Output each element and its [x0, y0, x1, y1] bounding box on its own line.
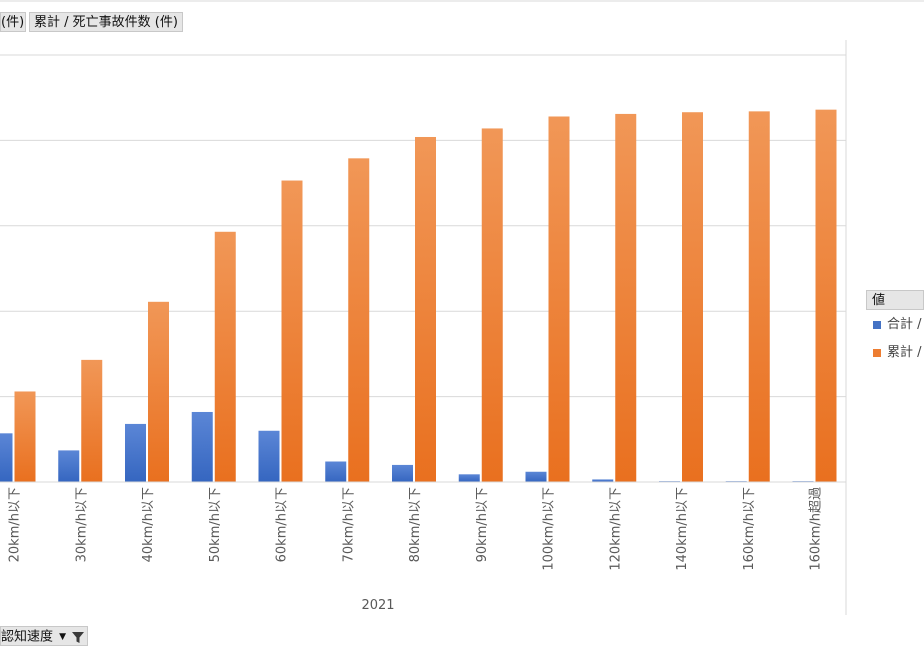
- legend-label-cumulative: 累計 /: [887, 345, 922, 360]
- x-tick-label: 100km/h以下: [542, 487, 557, 571]
- bar-sum-4[interactable]: [258, 430, 280, 482]
- bar-sum-5[interactable]: [325, 461, 347, 482]
- x-tick-label: 160km/h超過: [809, 487, 824, 571]
- chart-legend: 値 合計 / 累計 /: [866, 290, 924, 370]
- group-label: 2021: [361, 598, 394, 613]
- legend-swatch-sum: [873, 320, 881, 329]
- bar-cumulative-4[interactable]: [281, 180, 303, 482]
- bar-sum-1[interactable]: [58, 450, 80, 482]
- x-tick-label: 120km/h以下: [608, 487, 623, 571]
- bar-cumulative-7[interactable]: [481, 128, 503, 482]
- bar-sum-8[interactable]: [525, 471, 547, 482]
- x-tick-label: 70km/h以下: [341, 487, 356, 562]
- x-tick-label: 20km/h以下: [8, 487, 23, 562]
- axis-field-label: 認知速度: [1, 629, 54, 645]
- dropdown-arrow-icon: ▼: [59, 632, 67, 642]
- legend-item-cumulative: 累計 /: [866, 340, 924, 366]
- x-tick-label: 50km/h以下: [208, 487, 223, 562]
- x-tick-label: 80km/h以下: [408, 487, 423, 562]
- bar-cumulative-3[interactable]: [214, 231, 236, 482]
- bar-cumulative-9[interactable]: [615, 113, 637, 483]
- bars: [0, 109, 837, 483]
- legend-item-sum: 合計 /: [866, 312, 924, 338]
- bar-cumulative-10[interactable]: [682, 112, 703, 482]
- bar-sum-6[interactable]: [392, 464, 413, 482]
- x-tick-label: 60km/h以下: [275, 487, 290, 562]
- x-tick-label: 30km/h以下: [74, 487, 89, 562]
- x-tick-label: 140km/h以下: [675, 487, 690, 571]
- bar-cumulative-8[interactable]: [548, 116, 570, 482]
- bar-cumulative-2[interactable]: [148, 301, 169, 482]
- bar-cumulative-6[interactable]: [415, 136, 436, 482]
- bar-cumulative-5[interactable]: [348, 158, 370, 483]
- value-field-button-cumulative[interactable]: 累計 / 死亡事故件数 (件): [29, 12, 183, 32]
- bar-cumulative-12[interactable]: [815, 109, 837, 482]
- bar-sum-0[interactable]: [0, 433, 13, 482]
- bar-sum-9[interactable]: [592, 479, 614, 482]
- x-tick-label: 40km/h以下: [141, 487, 156, 562]
- x-tick-label: 160km/h以下: [742, 487, 757, 571]
- bar-sum-7[interactable]: [458, 474, 480, 482]
- legend-swatch-cumulative: [873, 348, 881, 357]
- x-tick-label: 90km/h以下: [475, 487, 490, 562]
- bar-cumulative-1[interactable]: [81, 359, 103, 482]
- bar-cumulative-11[interactable]: [748, 111, 770, 482]
- value-field-button-sum[interactable]: (件): [0, 12, 26, 32]
- bar-sum-3[interactable]: [191, 411, 213, 482]
- bar-sum-2[interactable]: [125, 423, 146, 482]
- filter-icon: [72, 631, 85, 643]
- x-tick-labels: 20km/h以下 30km/h以下 40km/h以下 50km/h以下 60km/h以下…: [8, 487, 824, 571]
- axis-field-button[interactable]: 認知速度 ▼: [0, 626, 89, 646]
- legend-title[interactable]: 値: [866, 290, 924, 310]
- legend-label-sum: 合計 /: [887, 317, 922, 332]
- bar-cumulative-0[interactable]: [14, 391, 36, 482]
